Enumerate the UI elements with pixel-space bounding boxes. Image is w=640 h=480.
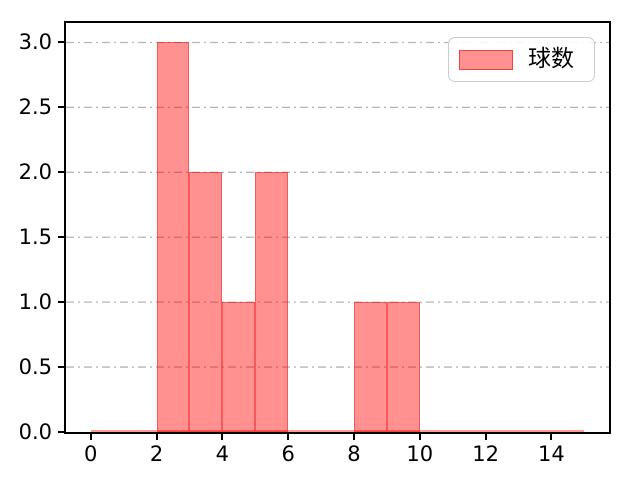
x-tick-label: 10	[406, 442, 434, 466]
x-tick-mark	[550, 434, 553, 440]
y-tick-mark	[58, 171, 64, 174]
y-tick-label: 1.0	[18, 290, 52, 315]
x-tick-label: 4	[215, 442, 229, 466]
histogram-bar	[353, 302, 387, 432]
histogram-bar	[386, 302, 420, 432]
plot-area	[64, 21, 611, 434]
x-tick-label: 8	[347, 442, 361, 466]
histogram-zero-baseline	[90, 430, 585, 432]
y-tick-label: 2.0	[18, 160, 52, 185]
y-tick-mark	[58, 236, 64, 239]
y-tick-mark	[58, 366, 64, 369]
x-tick-mark	[155, 434, 158, 440]
x-tick-label: 14	[538, 442, 565, 466]
legend: 球数	[448, 37, 595, 82]
x-tick-mark	[89, 434, 92, 440]
x-tick-mark	[221, 434, 224, 440]
legend-label: 球数	[528, 46, 574, 72]
y-tick-label: 0.0	[18, 420, 52, 444]
gridlines-layer	[66, 41, 609, 368]
x-tick-label: 12	[472, 442, 499, 466]
x-tick-label: 0	[83, 442, 98, 466]
histogram-bar	[222, 302, 256, 432]
histogram-bar	[156, 42, 190, 432]
y-tick-mark	[58, 106, 64, 109]
y-tick-mark	[58, 301, 64, 304]
x-tick-mark	[352, 434, 355, 440]
y-tick-label: 1.5	[18, 225, 52, 250]
x-tick-mark	[287, 434, 290, 440]
y-tick-label: 2.5	[18, 95, 52, 120]
x-tick-label: 6	[281, 442, 295, 466]
x-tick-mark	[418, 434, 421, 440]
y-tick-label: 3.0	[18, 30, 52, 55]
x-tick-mark	[484, 434, 487, 440]
y-tick-label: 0.5	[18, 355, 52, 380]
y-tick-mark	[58, 41, 64, 44]
histogram-bar	[189, 172, 223, 432]
legend-swatch	[459, 49, 513, 70]
x-tick-label: 2	[149, 442, 164, 466]
histogram-bar	[255, 172, 289, 432]
y-tick-mark	[58, 431, 64, 433]
